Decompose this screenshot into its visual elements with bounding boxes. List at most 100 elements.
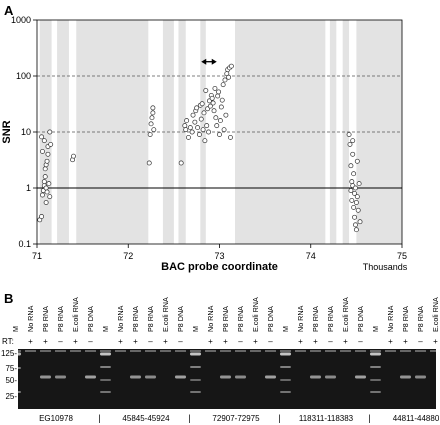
- rt-sign: +: [163, 337, 168, 346]
- data-point: [210, 100, 216, 106]
- lane-label: M: [191, 326, 200, 332]
- rt-sign: –: [418, 337, 423, 346]
- gel-band: [40, 375, 51, 379]
- lane-label: P8 DNA: [356, 306, 365, 332]
- data-point: [212, 85, 218, 91]
- data-point: [350, 151, 356, 157]
- shaded-region: [342, 20, 350, 244]
- rt-sign: +: [403, 337, 408, 346]
- lane-label: No RNA: [116, 305, 125, 332]
- rt-sign: –: [58, 337, 63, 346]
- gel-well: [10, 350, 21, 352]
- panel-b-label: B: [4, 291, 13, 306]
- data-point: [207, 103, 213, 109]
- data-point: [192, 119, 198, 125]
- gel-band: [10, 367, 21, 369]
- gel-band: [190, 352, 201, 356]
- lane-label: P8 RNA: [311, 306, 320, 332]
- data-point: [351, 204, 357, 210]
- data-point: [209, 95, 215, 101]
- gel-well: [325, 350, 336, 352]
- gel-band: [100, 366, 111, 368]
- data-point: [198, 116, 204, 122]
- rt-sign: –: [148, 337, 153, 346]
- gel-band: [100, 379, 111, 381]
- data-point: [150, 110, 156, 116]
- y-tick-label: 100: [16, 71, 31, 81]
- rt-sign: –: [238, 337, 243, 346]
- gel-band: [190, 391, 201, 393]
- gel-image: [18, 349, 436, 409]
- data-point: [353, 222, 358, 228]
- rt-sign: –: [268, 337, 273, 346]
- rt-row-label: RT:: [2, 337, 14, 346]
- data-point: [353, 227, 359, 233]
- data-point: [348, 163, 354, 169]
- data-point: [353, 185, 358, 191]
- rt-sign: +: [313, 337, 318, 346]
- data-point: [215, 93, 221, 99]
- data-point: [149, 115, 155, 121]
- lane-label: E.coli RNA: [341, 297, 350, 332]
- gel-well: [235, 350, 246, 352]
- gel-well: [430, 350, 440, 352]
- lane-label: P8 RNA: [146, 306, 155, 332]
- rt-sign: +: [298, 337, 303, 346]
- gel-band: [175, 375, 186, 379]
- rt-sign: +: [223, 337, 228, 346]
- gel-band: [235, 375, 246, 379]
- lane-label: E.coli RNA: [251, 297, 260, 332]
- data-point: [44, 158, 50, 164]
- lane-label: P8 RNA: [56, 306, 65, 332]
- panel-a-label: A: [4, 3, 14, 18]
- gel-well: [40, 350, 51, 352]
- gel-well: [250, 350, 261, 352]
- ladder-size-label: 25-: [5, 392, 17, 401]
- probe-group-label: 72907-72975: [212, 414, 260, 423]
- data-point: [217, 118, 223, 124]
- data-point: [148, 121, 154, 127]
- data-point: [184, 118, 190, 124]
- gel-well: [100, 350, 111, 352]
- data-point: [203, 88, 209, 93]
- gel-band: [370, 391, 381, 393]
- gel-band: [280, 379, 291, 381]
- probe-group-label: 118311-118383: [299, 414, 354, 423]
- gel-band: [415, 375, 426, 379]
- rt-sign: +: [433, 337, 438, 346]
- ladder-size-label: 50-: [5, 376, 17, 385]
- y-tick-label: 1: [26, 183, 31, 193]
- x-tick-label: 75: [397, 251, 407, 261]
- data-point: [348, 188, 354, 194]
- data-point: [227, 134, 233, 140]
- lane-label: P8 RNA: [236, 306, 245, 332]
- data-point: [211, 108, 217, 114]
- gel-well: [280, 350, 291, 352]
- x-axis-label: BAC probe coordinate: [161, 261, 278, 273]
- x-tick-label: 73: [214, 251, 224, 261]
- group-separator: |: [278, 413, 280, 423]
- gel-well: [220, 350, 231, 352]
- shaded-region: [235, 20, 326, 244]
- gel-well: [175, 350, 186, 352]
- lane-label: No RNA: [386, 305, 395, 332]
- data-point: [146, 160, 152, 166]
- probe-group-label: 45845-45924: [122, 414, 170, 423]
- data-point: [349, 197, 355, 203]
- data-point: [355, 207, 361, 213]
- data-point: [356, 181, 362, 187]
- gel-well: [85, 350, 96, 352]
- lane-label: No RNA: [296, 305, 305, 332]
- data-point: [195, 125, 201, 131]
- y-tick-label: 10: [21, 127, 31, 137]
- gel-band: [145, 375, 156, 379]
- data-point: [354, 194, 360, 200]
- panel-a-scatter-chart: A 71 72 73 74 75 0.1 1 10 100 1000 SNR BAC probe…: [1, 3, 408, 273]
- ladder-size-label: 75-: [5, 364, 17, 373]
- data-point: [223, 112, 229, 118]
- lane-label: M: [371, 326, 380, 332]
- data-point: [40, 192, 45, 198]
- gel-well: [205, 350, 216, 352]
- x-tick-label: 71: [32, 251, 42, 261]
- gel-well: [160, 350, 171, 352]
